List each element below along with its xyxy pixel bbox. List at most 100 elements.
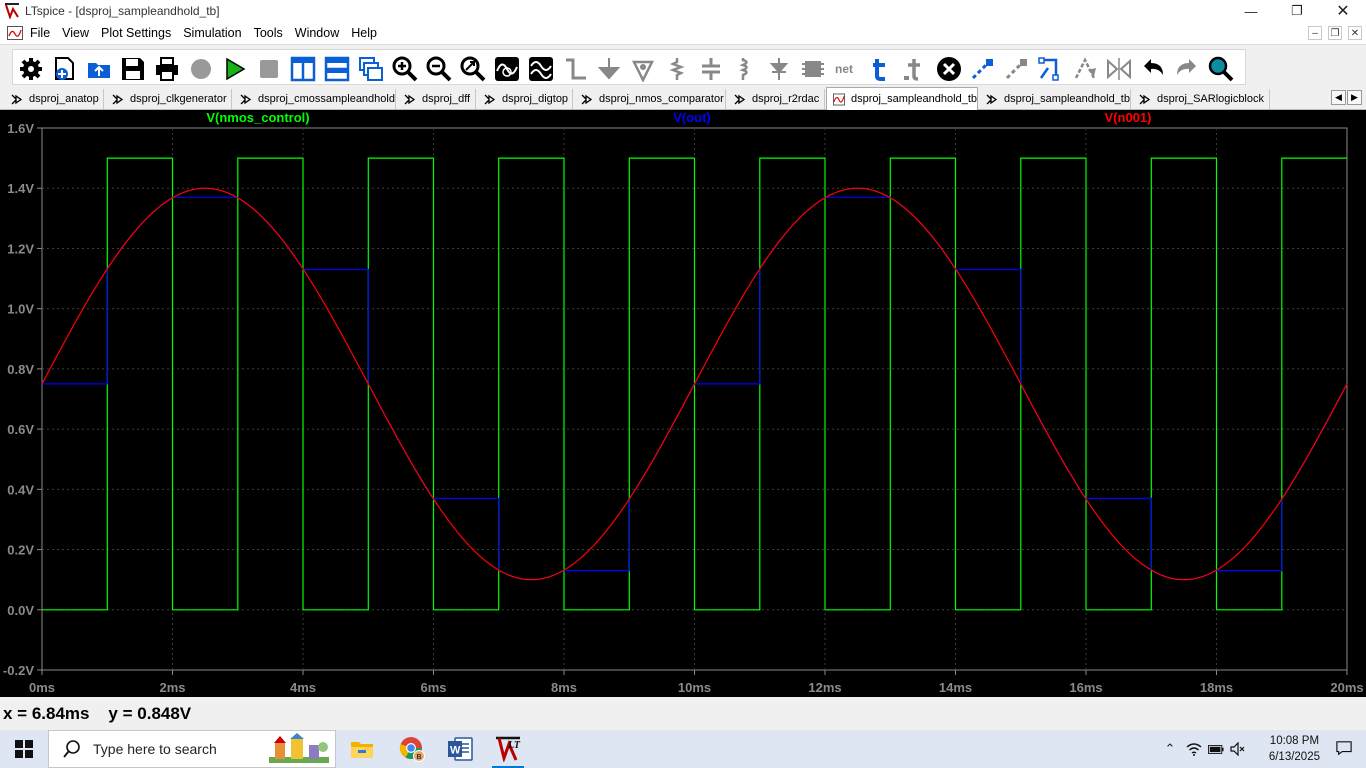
menu-file[interactable]: File xyxy=(30,26,51,40)
ground-icon[interactable] xyxy=(595,55,623,83)
search-placeholder: Type here to search xyxy=(93,741,217,757)
inductor-icon[interactable] xyxy=(731,55,759,83)
tab-dsproj-digtop[interactable]: dsproj_digtop xyxy=(477,89,573,109)
menu-simulation[interactable]: Simulation xyxy=(183,26,242,40)
ltspice-logo-icon xyxy=(4,3,20,19)
ltspice-taskbar-icon[interactable]: LT xyxy=(484,730,532,768)
system-clock[interactable]: 10:08 PM 6/13/2025 xyxy=(1269,733,1320,765)
schematic-icon xyxy=(404,94,416,104)
duplicate-icon[interactable] xyxy=(969,55,997,83)
wire-icon[interactable] xyxy=(561,55,589,83)
tab-dsproj-sampleandhold-tb-schematic[interactable]: dsproj_sampleandhold_tb xyxy=(979,89,1131,109)
tab-dsproj-dff[interactable]: dsproj_dff xyxy=(397,89,476,109)
tile-vertical-icon[interactable] xyxy=(289,55,317,83)
schematic-icon xyxy=(986,94,998,104)
redo-icon[interactable] xyxy=(1173,55,1201,83)
close-button[interactable]: ✕ xyxy=(1336,3,1350,20)
series-v-n001-trace xyxy=(41,187,1348,581)
x-label: x = xyxy=(3,703,28,723)
wifi-icon[interactable] xyxy=(1186,741,1202,757)
minimize-button[interactable]: — xyxy=(1244,3,1258,19)
tile-horizontal-icon[interactable] xyxy=(323,55,351,83)
tab-dsproj-sarlogicblock[interactable]: dsproj_SARlogicblock xyxy=(1132,89,1270,109)
zoom-fit-icon[interactable] xyxy=(459,55,487,83)
tab-scroll-right-button[interactable]: ▶ xyxy=(1347,90,1362,105)
clock-time: 10:08 PM xyxy=(1269,735,1320,747)
sine-wave-icon[interactable] xyxy=(527,55,555,83)
drag-icon[interactable] xyxy=(1037,55,1065,83)
component-icon[interactable] xyxy=(799,55,827,83)
file-explorer-icon[interactable] xyxy=(338,730,386,768)
chevron-up-icon[interactable]: ⌃ xyxy=(1164,741,1176,756)
document-tab-bar: dsproj_anatop dsproj_clkgenerator dsproj… xyxy=(0,87,1366,110)
tab-label: dsproj_dff xyxy=(422,93,471,105)
system-tray: ⌃ 10:08 PM 6/13/2025 xyxy=(1146,730,1366,768)
battery-icon[interactable] xyxy=(1208,741,1224,757)
menu-tools[interactable]: Tools xyxy=(253,26,283,40)
diode-icon[interactable] xyxy=(765,55,793,83)
restore-button[interactable]: ❐ xyxy=(1291,3,1303,18)
mirror-icon[interactable] xyxy=(1105,55,1133,83)
waveform-chart[interactable]: 1.6V 1.4V 1.2V 1.0V 0.8V 0.6V 0.4V 0.2V 0.0V -0.2… xyxy=(0,110,1366,697)
rotate-icon[interactable] xyxy=(1071,55,1099,83)
cascade-icon[interactable] xyxy=(357,55,385,83)
mdi-minimize-button[interactable]: – xyxy=(1308,26,1322,40)
zoom-in-icon[interactable] xyxy=(391,55,419,83)
halt-icon xyxy=(255,55,283,83)
menu-view[interactable]: View xyxy=(62,26,90,40)
undo-icon[interactable] xyxy=(1139,55,1167,83)
save-icon[interactable] xyxy=(119,55,147,83)
x-tick-label: 0ms xyxy=(29,680,55,695)
print-icon[interactable] xyxy=(153,55,181,83)
schematic-icon xyxy=(734,94,746,104)
new-schematic-icon[interactable] xyxy=(51,55,79,83)
schematic-icon xyxy=(11,94,23,104)
windows-start-icon[interactable] xyxy=(0,730,48,768)
x-tick-label: 18ms xyxy=(1200,680,1233,695)
mdi-close-button[interactable]: ✕ xyxy=(1348,26,1362,40)
svg-text:W: W xyxy=(450,745,461,757)
x-value: 6.84ms xyxy=(31,703,90,723)
spice-directive-icon[interactable] xyxy=(901,55,929,83)
waveform-document-icon[interactable] xyxy=(7,26,23,40)
menu-help[interactable]: Help xyxy=(351,26,377,40)
schematic-icon xyxy=(112,94,124,104)
taskbar-search-box[interactable]: Type here to search xyxy=(48,730,336,768)
tab-dsproj-r2rdac[interactable]: dsproj_r2rdac xyxy=(727,89,825,109)
cursor-readout: x = 6.84ms y = 0.848V xyxy=(3,704,191,724)
open-icon[interactable] xyxy=(85,55,113,83)
tab-dsproj-cmossampleandhold[interactable]: dsproj_cmossampleandhold xyxy=(233,89,396,109)
text-icon[interactable] xyxy=(867,55,895,83)
zoom-out-icon[interactable] xyxy=(425,55,453,83)
word-icon[interactable]: W xyxy=(436,730,484,768)
run-icon[interactable] xyxy=(221,55,249,83)
net-icon[interactable]: net xyxy=(833,55,861,83)
move-icon[interactable] xyxy=(1003,55,1031,83)
tab-label: dsproj_sampleandhold_tb xyxy=(1004,93,1130,105)
label-icon[interactable] xyxy=(629,55,657,83)
resistor-icon[interactable] xyxy=(663,55,691,83)
y-tick-label: -0.2V xyxy=(3,663,34,678)
autorange-icon[interactable] xyxy=(493,55,521,83)
delete-icon[interactable] xyxy=(935,55,963,83)
notifications-icon[interactable] xyxy=(1336,740,1352,756)
tab-dsproj-clkgenerator[interactable]: dsproj_clkgenerator xyxy=(105,89,232,109)
window-title: LTspice - [dsproj_sampleandhold_tb] xyxy=(25,4,220,18)
chrome-icon[interactable]: B xyxy=(388,730,436,768)
windows-taskbar: Type here to search B W LT ⌃ 10:08 PM 6/… xyxy=(0,730,1366,768)
waveform-plot-pane[interactable]: 1.6V 1.4V 1.2V 1.0V 0.8V 0.6V 0.4V 0.2V 0.0V -0.2… xyxy=(0,110,1366,697)
tab-label: dsproj_clkgenerator xyxy=(130,93,227,105)
series-v-out-legend-label: V(out) xyxy=(673,110,711,125)
menu-plot-settings[interactable]: Plot Settings xyxy=(101,26,172,40)
volume-muted-icon[interactable] xyxy=(1230,741,1246,757)
capacitor-icon[interactable] xyxy=(697,55,725,83)
mdi-restore-button[interactable]: ❐ xyxy=(1328,26,1342,40)
tab-scroll-left-button[interactable]: ◀ xyxy=(1331,90,1346,105)
settings-icon[interactable] xyxy=(17,55,45,83)
tab-dsproj-sampleandhold-tb-waveform[interactable]: dsproj_sampleandhold_tb xyxy=(826,87,978,110)
tab-dsproj-anatop[interactable]: dsproj_anatop xyxy=(4,89,104,109)
tab-dsproj-nmos-comparator[interactable]: dsproj_nmos_comparator xyxy=(574,89,726,109)
title-bar: LTspice - [dsproj_sampleandhold_tb] — ❐ … xyxy=(0,0,1366,22)
menu-window[interactable]: Window xyxy=(294,26,340,40)
find-icon[interactable] xyxy=(1207,55,1235,83)
